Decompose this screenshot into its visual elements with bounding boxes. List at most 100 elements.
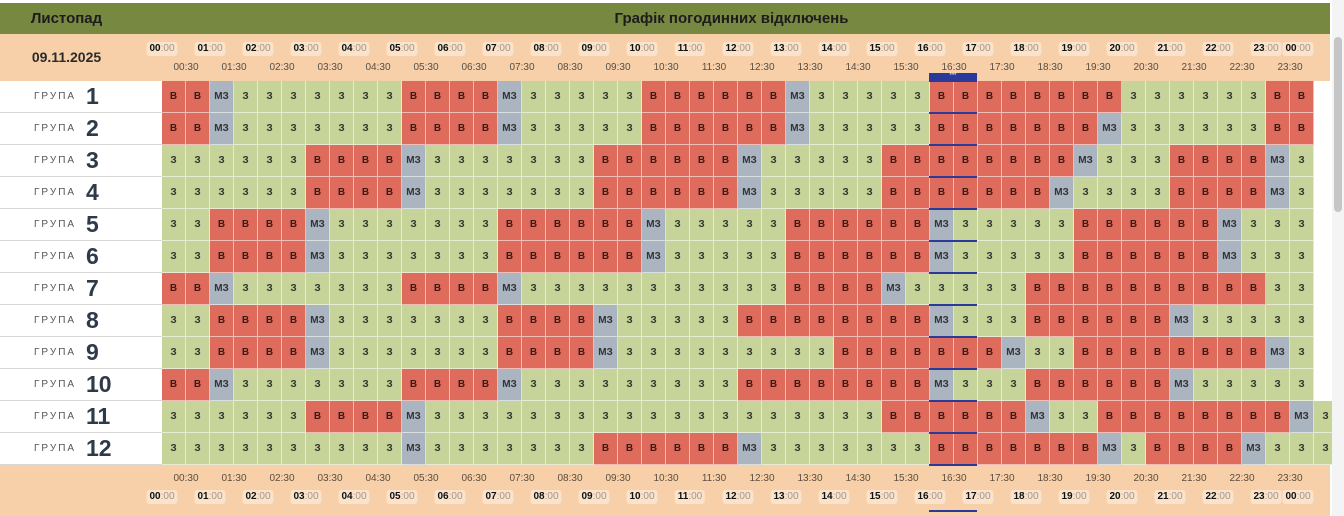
possible-outage-cell[interactable]: МЗ (498, 81, 522, 113)
power-off-cell[interactable]: В (954, 433, 978, 465)
power-on-cell[interactable]: З (834, 81, 858, 113)
possible-outage-cell[interactable]: МЗ (1098, 433, 1122, 465)
power-on-cell[interactable]: З (282, 369, 306, 401)
possible-outage-cell[interactable]: МЗ (930, 241, 954, 273)
power-on-cell[interactable]: З (330, 241, 354, 273)
power-on-cell[interactable]: З (378, 209, 402, 241)
possible-outage-cell[interactable]: МЗ (306, 337, 330, 369)
power-off-cell[interactable]: В (546, 241, 570, 273)
power-on-cell[interactable]: З (882, 113, 906, 145)
power-off-cell[interactable]: В (762, 113, 786, 145)
power-on-cell[interactable]: З (354, 209, 378, 241)
power-on-cell[interactable]: З (282, 177, 306, 209)
possible-outage-cell[interactable]: МЗ (498, 273, 522, 305)
power-on-cell[interactable]: З (426, 177, 450, 209)
power-on-cell[interactable]: З (786, 145, 810, 177)
scrollbar-thumb[interactable] (1334, 37, 1342, 212)
power-off-cell[interactable]: В (522, 337, 546, 369)
power-on-cell[interactable]: З (666, 241, 690, 273)
power-off-cell[interactable]: В (498, 209, 522, 241)
power-off-cell[interactable]: В (810, 241, 834, 273)
power-off-cell[interactable]: В (1218, 273, 1242, 305)
power-on-cell[interactable]: З (162, 241, 186, 273)
possible-outage-cell[interactable]: МЗ (1170, 305, 1194, 337)
power-on-cell[interactable]: З (402, 209, 426, 241)
power-on-cell[interactable]: З (1026, 337, 1050, 369)
power-off-cell[interactable]: В (1218, 145, 1242, 177)
power-on-cell[interactable]: З (426, 241, 450, 273)
power-off-cell[interactable]: В (186, 273, 210, 305)
possible-outage-cell[interactable]: МЗ (930, 209, 954, 241)
power-off-cell[interactable]: В (858, 209, 882, 241)
power-off-cell[interactable]: В (1098, 241, 1122, 273)
power-off-cell[interactable]: В (906, 241, 930, 273)
power-on-cell[interactable]: З (570, 81, 594, 113)
power-on-cell[interactable]: З (330, 209, 354, 241)
power-on-cell[interactable]: З (426, 401, 450, 433)
power-off-cell[interactable]: В (498, 305, 522, 337)
power-off-cell[interactable]: В (1170, 145, 1194, 177)
power-off-cell[interactable]: В (594, 145, 618, 177)
power-on-cell[interactable]: З (642, 401, 666, 433)
power-on-cell[interactable]: З (450, 305, 474, 337)
power-on-cell[interactable]: З (666, 273, 690, 305)
power-on-cell[interactable]: З (618, 113, 642, 145)
power-on-cell[interactable]: З (1290, 369, 1314, 401)
power-off-cell[interactable]: В (714, 145, 738, 177)
possible-outage-cell[interactable]: МЗ (1002, 337, 1026, 369)
power-on-cell[interactable]: З (258, 273, 282, 305)
power-on-cell[interactable]: З (378, 241, 402, 273)
power-off-cell[interactable]: В (906, 337, 930, 369)
power-on-cell[interactable]: З (570, 177, 594, 209)
power-off-cell[interactable]: В (642, 145, 666, 177)
power-on-cell[interactable]: З (378, 433, 402, 465)
power-on-cell[interactable]: З (1146, 81, 1170, 113)
power-off-cell[interactable]: В (978, 337, 1002, 369)
power-on-cell[interactable]: З (450, 241, 474, 273)
power-on-cell[interactable]: З (714, 337, 738, 369)
power-off-cell[interactable]: В (1098, 401, 1122, 433)
power-on-cell[interactable]: З (834, 145, 858, 177)
power-on-cell[interactable]: З (714, 241, 738, 273)
power-off-cell[interactable]: В (1026, 369, 1050, 401)
power-off-cell[interactable]: В (234, 305, 258, 337)
power-on-cell[interactable]: З (498, 433, 522, 465)
power-on-cell[interactable]: З (234, 113, 258, 145)
power-on-cell[interactable]: З (834, 433, 858, 465)
possible-outage-cell[interactable]: МЗ (498, 369, 522, 401)
power-off-cell[interactable]: В (858, 369, 882, 401)
power-off-cell[interactable]: В (930, 337, 954, 369)
power-on-cell[interactable]: З (618, 81, 642, 113)
power-off-cell[interactable]: В (282, 209, 306, 241)
power-off-cell[interactable]: В (906, 177, 930, 209)
power-on-cell[interactable]: З (1170, 113, 1194, 145)
power-off-cell[interactable]: В (594, 433, 618, 465)
power-off-cell[interactable]: В (210, 305, 234, 337)
power-off-cell[interactable]: В (786, 305, 810, 337)
power-on-cell[interactable]: З (258, 177, 282, 209)
power-off-cell[interactable]: В (1074, 241, 1098, 273)
power-on-cell[interactable]: З (378, 369, 402, 401)
power-off-cell[interactable]: В (378, 177, 402, 209)
power-off-cell[interactable]: В (618, 145, 642, 177)
power-on-cell[interactable]: З (354, 433, 378, 465)
power-on-cell[interactable]: З (354, 273, 378, 305)
power-on-cell[interactable]: З (258, 401, 282, 433)
possible-outage-cell[interactable]: МЗ (210, 113, 234, 145)
power-off-cell[interactable]: В (282, 337, 306, 369)
power-on-cell[interactable]: З (858, 177, 882, 209)
power-on-cell[interactable]: З (786, 401, 810, 433)
power-off-cell[interactable]: В (1146, 401, 1170, 433)
power-off-cell[interactable]: В (258, 337, 282, 369)
power-on-cell[interactable]: З (282, 113, 306, 145)
power-on-cell[interactable]: З (834, 401, 858, 433)
power-on-cell[interactable]: З (450, 433, 474, 465)
possible-outage-cell[interactable]: МЗ (738, 177, 762, 209)
power-on-cell[interactable]: З (1218, 113, 1242, 145)
possible-outage-cell[interactable]: МЗ (1074, 145, 1098, 177)
power-off-cell[interactable]: В (1122, 305, 1146, 337)
power-on-cell[interactable]: З (1002, 273, 1026, 305)
power-off-cell[interactable]: В (402, 273, 426, 305)
power-on-cell[interactable]: З (1290, 337, 1314, 369)
power-off-cell[interactable]: В (930, 401, 954, 433)
